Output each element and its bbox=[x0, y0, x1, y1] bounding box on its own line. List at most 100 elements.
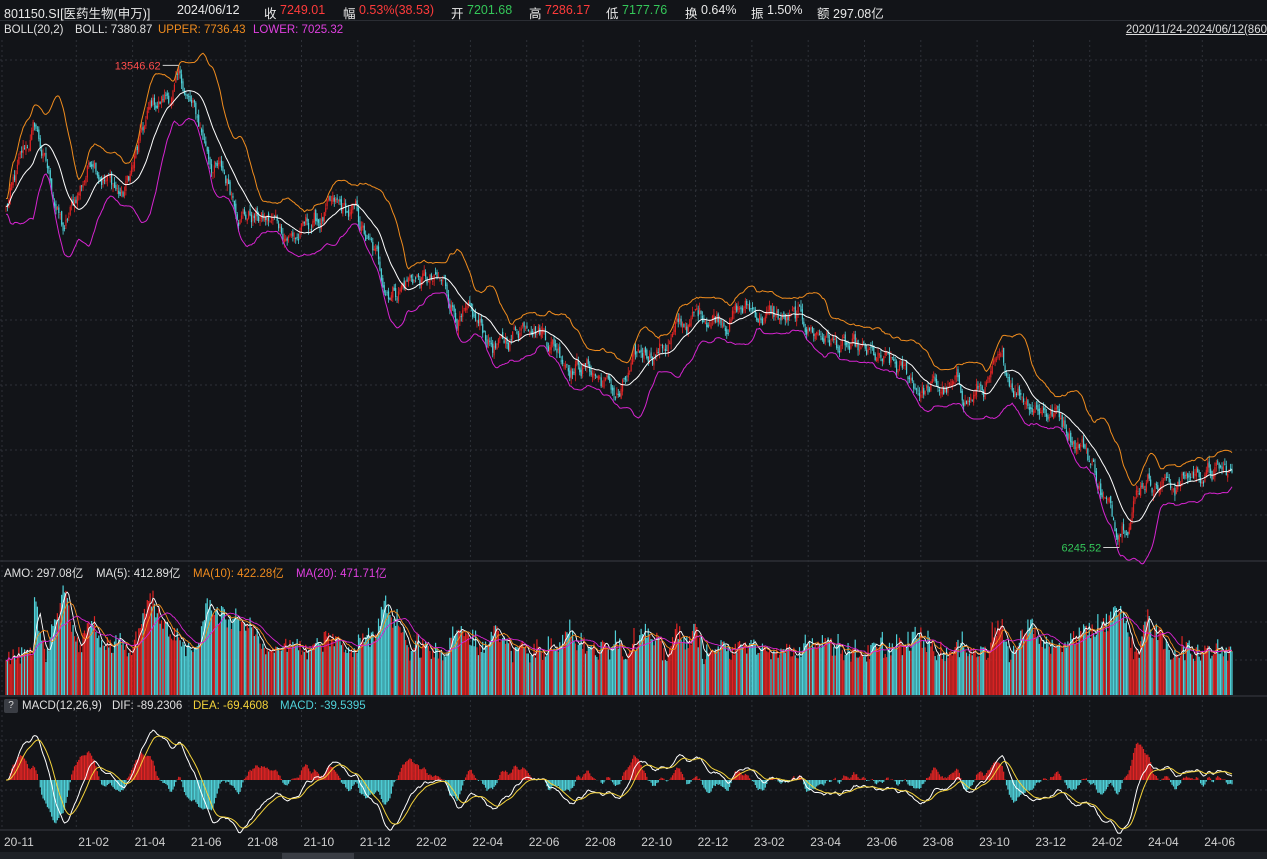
candle-body bbox=[6, 203, 9, 207]
candle-body bbox=[591, 372, 594, 378]
macd-histogram-bar bbox=[559, 780, 561, 788]
amount-bar bbox=[641, 634, 644, 695]
candle-body bbox=[968, 400, 970, 402]
amount-bar bbox=[1141, 636, 1143, 695]
candle-body bbox=[91, 164, 93, 167]
macd-histogram-bar bbox=[155, 771, 157, 780]
amount-ma5-line bbox=[5, 591, 1232, 662]
candle-body bbox=[710, 322, 712, 329]
amount-bar bbox=[196, 645, 198, 695]
macd-histogram-bar bbox=[447, 780, 450, 791]
amount-bar bbox=[647, 628, 649, 695]
candle-body bbox=[741, 308, 744, 313]
macd-histogram-bar bbox=[516, 766, 518, 780]
amount-bar bbox=[49, 637, 51, 695]
macd-histogram-bar bbox=[719, 780, 721, 785]
macd-histogram-bar bbox=[220, 780, 223, 782]
candle-body bbox=[218, 162, 220, 165]
amount-bar bbox=[198, 643, 200, 695]
date-range-label[interactable]: 2020/11/24-2024/06/12(860 bbox=[1125, 24, 1267, 36]
macd-histogram-bar bbox=[315, 770, 317, 780]
macd-histogram-bar bbox=[1013, 780, 1015, 803]
amount-bar bbox=[550, 638, 552, 695]
candle-body bbox=[13, 175, 16, 181]
amount-bar bbox=[176, 628, 178, 695]
amount-bar bbox=[168, 636, 170, 695]
amount-bar bbox=[780, 648, 782, 695]
amount-bar bbox=[1070, 633, 1072, 695]
amount-bar bbox=[1162, 649, 1165, 695]
macd-histogram-bar bbox=[1181, 779, 1183, 780]
amount-bar bbox=[140, 623, 143, 695]
macd-histogram-bar bbox=[427, 774, 430, 780]
macd-histogram-bar bbox=[1085, 778, 1088, 780]
amount-bar bbox=[844, 654, 846, 695]
macd-histogram-bar bbox=[633, 755, 635, 780]
candle-body bbox=[380, 269, 382, 281]
amount-bar bbox=[1040, 638, 1042, 695]
amount-label: 额 bbox=[817, 7, 830, 21]
macd-histogram-bar bbox=[357, 780, 360, 788]
candle-body bbox=[193, 100, 195, 103]
candle-body bbox=[1145, 482, 1147, 492]
candle-body bbox=[333, 197, 335, 202]
macd-histogram-bar bbox=[997, 762, 999, 780]
candle-body bbox=[130, 167, 133, 174]
candle-body bbox=[714, 316, 716, 323]
macd-histogram-bar bbox=[85, 755, 87, 780]
macd-histogram-bar bbox=[593, 778, 595, 780]
amount-bar bbox=[616, 642, 618, 695]
amount-bar bbox=[138, 628, 140, 695]
amount-bar bbox=[306, 659, 308, 695]
candle-body bbox=[609, 376, 611, 382]
candle-body bbox=[863, 342, 865, 344]
macd-histogram-bar bbox=[460, 780, 462, 791]
candle-body bbox=[1140, 485, 1142, 496]
macd-histogram-bar bbox=[476, 779, 478, 780]
amount-bar bbox=[1207, 645, 1209, 695]
macd-histogram-bar bbox=[611, 780, 614, 783]
price-low-annotation: 6245.52 bbox=[1061, 542, 1101, 554]
macd-histogram-bar bbox=[39, 780, 41, 788]
amount-bar bbox=[329, 646, 331, 695]
macd-histogram-bar bbox=[279, 775, 281, 780]
amount-bar bbox=[965, 652, 968, 695]
amount-bar bbox=[560, 646, 562, 695]
amount-bar bbox=[968, 653, 970, 695]
macd-histogram-bar bbox=[938, 774, 941, 780]
candle-body bbox=[1148, 473, 1150, 479]
candle-body bbox=[122, 192, 124, 197]
amount-bar bbox=[363, 641, 365, 695]
candle-body bbox=[811, 327, 813, 333]
candle-body bbox=[596, 376, 598, 378]
candle-body bbox=[1115, 529, 1117, 538]
macd-histogram-bar bbox=[1040, 780, 1042, 782]
amount-bar bbox=[1071, 639, 1073, 695]
amount-bar bbox=[72, 624, 74, 695]
amount-bar bbox=[878, 647, 881, 695]
candle-body bbox=[824, 336, 826, 342]
macd-histogram-bar bbox=[12, 764, 14, 780]
amount-bar bbox=[895, 634, 898, 695]
candle-body bbox=[400, 285, 402, 292]
amount-bar bbox=[496, 626, 498, 695]
macd-histogram-bar bbox=[51, 780, 53, 817]
candle-body bbox=[316, 218, 318, 222]
macd-histogram-bar bbox=[766, 780, 768, 784]
candle-body bbox=[834, 337, 836, 340]
help-button[interactable]: ? bbox=[4, 699, 18, 713]
candle-body bbox=[564, 364, 567, 368]
candle-body bbox=[1011, 383, 1013, 391]
macd-histogram-bar bbox=[483, 780, 485, 785]
amount-bar bbox=[816, 647, 818, 695]
candle-body bbox=[1001, 350, 1003, 352]
candle-body bbox=[209, 158, 211, 165]
amount-bar bbox=[643, 634, 645, 695]
macd-histogram-bar bbox=[895, 780, 898, 785]
macd-histogram-bar bbox=[1142, 749, 1145, 780]
amount-bar bbox=[546, 655, 548, 695]
macd-histogram-bar bbox=[252, 768, 254, 780]
candle-body bbox=[352, 203, 354, 211]
amount-bar bbox=[756, 654, 758, 695]
